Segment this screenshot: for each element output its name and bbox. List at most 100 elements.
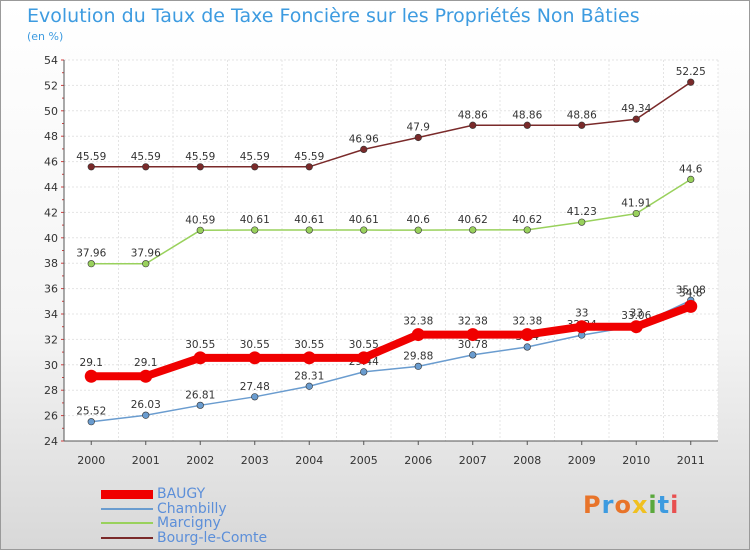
data-label-bourg-le-comte: 45.59 <box>294 151 324 163</box>
logo-letter: i <box>670 491 680 519</box>
data-label-marcigny: 41.23 <box>567 206 597 218</box>
data-label-bourg-le-comte: 48.86 <box>458 109 488 121</box>
data-point-baugy <box>684 299 698 313</box>
x-tick-label: 2003 <box>241 454 269 467</box>
data-point-bourg-le-comte <box>632 115 640 123</box>
logo-letter: P <box>583 491 602 519</box>
data-label-bourg-le-comte: 46.96 <box>349 133 379 145</box>
data-point-baugy <box>466 328 480 342</box>
data-label-chambilly: 27.48 <box>240 381 270 393</box>
data-label-chambilly: 30.78 <box>458 339 488 351</box>
data-label-chambilly: 28.31 <box>294 370 324 382</box>
unit-label: (en %) <box>27 30 64 43</box>
x-tick-label: 2002 <box>186 454 214 467</box>
y-tick-label: 28 <box>44 384 58 397</box>
data-point-bourg-le-comte <box>414 133 422 142</box>
legend-label: Chambilly <box>157 500 227 517</box>
data-label-baugy: 32.38 <box>458 316 488 328</box>
data-point-baugy <box>629 320 643 334</box>
data-point-marcigny <box>87 260 95 268</box>
y-tick-label: 24 <box>44 435 58 448</box>
logo-letter: r <box>601 491 615 519</box>
y-tick-label: 48 <box>44 130 58 143</box>
y-tick-label: 44 <box>44 181 58 194</box>
data-point-chambilly <box>87 418 95 426</box>
legend-swatch <box>101 507 153 510</box>
data-point-baugy <box>84 369 98 383</box>
data-label-baugy: 33 <box>630 308 643 320</box>
data-point-marcigny <box>687 175 695 183</box>
data-label-bourg-le-comte: 45.59 <box>76 151 106 163</box>
data-point-marcigny <box>414 226 422 234</box>
data-label-baugy: 34.6 <box>679 287 703 299</box>
x-tick-label: 2011 <box>677 454 705 467</box>
data-point-marcigny <box>360 226 368 234</box>
data-point-bourg-le-comte <box>87 163 95 171</box>
data-label-marcigny: 40.61 <box>294 214 324 226</box>
data-point-bourg-le-comte <box>251 163 259 171</box>
data-label-bourg-le-comte: 49.34 <box>621 103 651 115</box>
logo-letter: i <box>648 491 658 519</box>
series-line-marcigny <box>91 178 692 265</box>
data-point-bourg-le-comte <box>687 78 695 86</box>
data-label-chambilly: 29.88 <box>403 350 433 362</box>
series-line-baugy <box>87 302 695 381</box>
logo-letter: o <box>614 491 632 519</box>
data-point-chambilly <box>360 368 368 376</box>
legend: BAUGY Chambilly Marcigny Bourg-le-Comte <box>101 487 267 545</box>
data-point-baugy <box>248 351 262 365</box>
legend-item: Bourg-le-Comte <box>101 531 267 546</box>
data-label-marcigny: 40.62 <box>512 214 542 226</box>
data-point-chambilly <box>196 401 204 409</box>
chart-title: Evolution du Taux de Taxe Foncière sur l… <box>27 5 640 27</box>
legend-swatch <box>101 536 153 539</box>
data-label-marcigny: 41.91 <box>621 198 651 210</box>
y-tick-label: 50 <box>44 105 58 118</box>
x-tick-label: 2009 <box>568 454 596 467</box>
data-label-bourg-le-comte: 45.59 <box>185 151 215 163</box>
data-point-marcigny <box>632 209 640 218</box>
data-point-marcigny <box>196 226 204 234</box>
data-label-baugy: 30.55 <box>349 339 379 351</box>
data-label-chambilly: 33.06 <box>621 310 651 322</box>
data-label-chambilly: 26.03 <box>131 399 161 411</box>
series-line-chambilly <box>91 299 692 423</box>
x-tick-label: 2005 <box>350 454 378 467</box>
data-label-marcigny: 44.6 <box>679 163 703 175</box>
data-label-bourg-le-comte: 47.9 <box>407 121 430 133</box>
data-point-marcigny <box>305 226 313 234</box>
x-tick-label: 2010 <box>622 454 650 467</box>
legend-label: BAUGY <box>157 486 206 503</box>
x-tick-label: 2000 <box>77 454 105 467</box>
data-point-baugy <box>302 351 316 365</box>
data-point-baugy <box>193 351 207 365</box>
data-label-baugy: 30.55 <box>240 339 270 351</box>
data-label-chambilly: 25.52 <box>76 406 106 418</box>
y-tick-label: 26 <box>44 410 58 423</box>
data-point-bourg-le-comte <box>142 163 150 171</box>
x-tick-label: 2007 <box>459 454 487 467</box>
data-label-marcigny: 37.96 <box>131 248 161 260</box>
data-label-baugy: 29.1 <box>80 357 103 369</box>
y-tick-label: 32 <box>44 333 58 346</box>
data-point-bourg-le-comte <box>469 121 477 129</box>
data-point-bourg-le-comte <box>196 163 204 171</box>
data-label-marcigny: 40.6 <box>407 214 431 226</box>
data-point-baugy <box>411 328 425 342</box>
data-label-baugy: 29.1 <box>134 357 157 369</box>
legend-label: Bourg-le-Comte <box>157 529 268 546</box>
data-point-marcigny <box>469 226 477 234</box>
data-point-marcigny <box>523 226 531 234</box>
y-tick-label: 40 <box>44 232 58 245</box>
data-point-chambilly <box>414 362 422 370</box>
y-tick-label: 42 <box>44 206 58 219</box>
data-label-baugy: 30.55 <box>294 339 324 351</box>
data-point-marcigny <box>578 218 586 226</box>
data-point-bourg-le-comte <box>578 121 586 129</box>
data-point-baugy <box>575 320 589 334</box>
x-tick-label: 2004 <box>295 454 323 467</box>
y-tick-label: 30 <box>44 359 58 372</box>
data-point-chambilly <box>469 351 477 359</box>
